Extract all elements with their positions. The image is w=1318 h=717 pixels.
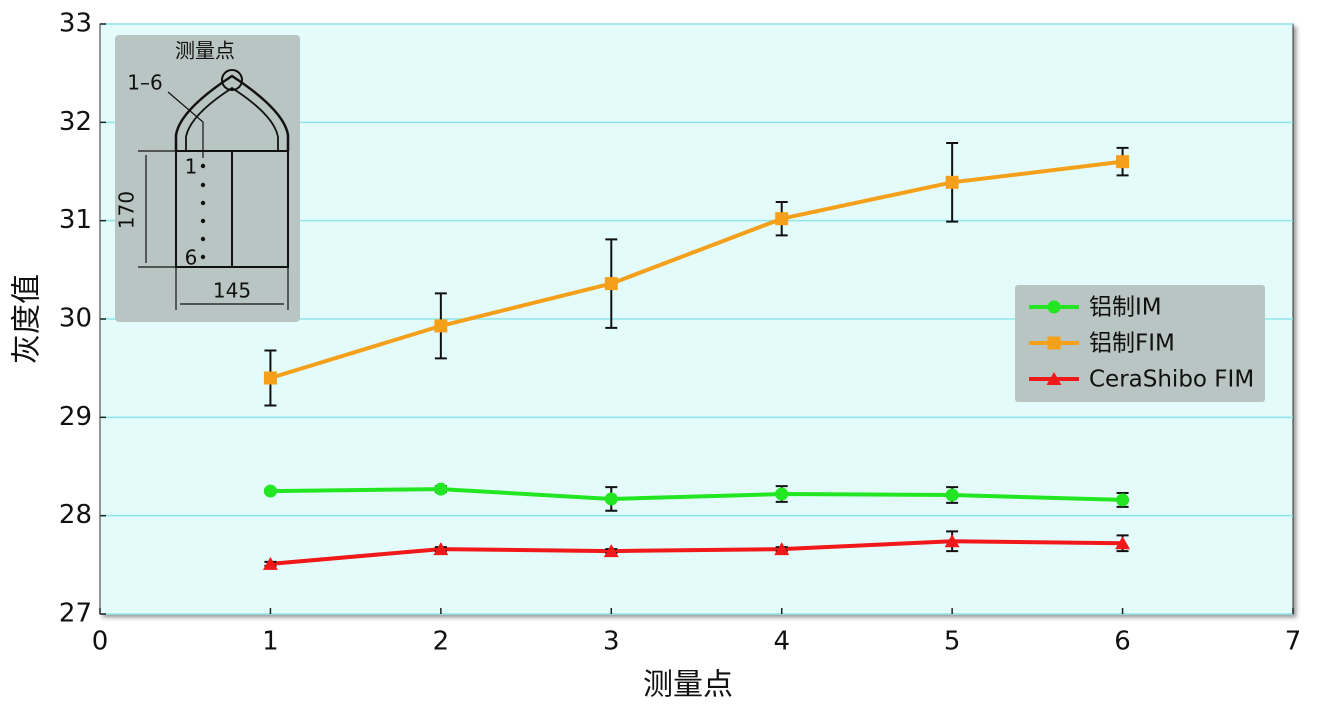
marker <box>775 212 789 226</box>
marker <box>434 319 448 333</box>
series-line <box>269 159 1123 380</box>
marker <box>1116 493 1130 507</box>
marker <box>263 484 277 498</box>
marker <box>1116 155 1130 169</box>
marker <box>1115 536 1131 550</box>
y-tick-label: 31 <box>59 205 92 235</box>
legend-label: 铝制IM <box>1089 295 1162 321</box>
inset-width: 145 <box>213 279 251 303</box>
y-tick-label: 32 <box>59 107 92 137</box>
legend-label: CeraShibo FIM <box>1089 367 1254 393</box>
marker <box>604 492 618 506</box>
y-axis-label: 灰度值 <box>10 274 45 364</box>
legend-marker <box>1047 336 1061 350</box>
legend-box <box>1015 285 1265 402</box>
x-tick-label: 1 <box>262 627 279 657</box>
marker <box>604 277 618 291</box>
x-tick-label: 0 <box>92 627 109 657</box>
inset-title: 测量点 <box>175 39 235 63</box>
marker <box>263 371 277 385</box>
marker <box>603 544 619 558</box>
marker <box>433 542 449 556</box>
marker <box>262 556 278 570</box>
inset-height: 170 <box>115 191 139 229</box>
marker <box>774 542 790 556</box>
series-line <box>270 487 1123 502</box>
inset-last: 6 <box>185 246 198 270</box>
y-tick-label: 30 <box>59 304 92 334</box>
inset-first: 1 <box>185 155 198 179</box>
x-tick-label: 3 <box>603 627 620 657</box>
inset-pointer: 1–6 <box>127 71 162 95</box>
inset-drawing <box>138 69 290 310</box>
inset-background <box>115 35 300 322</box>
marker <box>944 534 960 548</box>
x-tick-label: 2 <box>433 627 450 657</box>
x-tick-label: 7 <box>1285 627 1302 657</box>
marker <box>945 175 959 189</box>
inset-dots <box>200 163 206 260</box>
y-tick-label: 28 <box>59 500 92 530</box>
series-line <box>270 539 1123 566</box>
y-tick-label: 33 <box>59 9 92 39</box>
x-tick-label: 4 <box>773 627 790 657</box>
legend-label: 铝制FIM <box>1089 331 1175 357</box>
y-tick-label: 29 <box>59 402 92 432</box>
x-axis-label: 测量点 <box>643 668 733 703</box>
marker <box>945 488 959 502</box>
marker <box>434 482 448 496</box>
x-tick-label: 5 <box>944 627 961 657</box>
x-tick-label: 6 <box>1114 627 1131 657</box>
marker <box>775 487 789 501</box>
inset-diagram: 测量点 1–6 170 145 1 6 <box>115 35 300 322</box>
legend-marker <box>1047 300 1061 314</box>
legend-marker <box>1046 372 1062 385</box>
y-tick-label: 27 <box>59 599 92 629</box>
